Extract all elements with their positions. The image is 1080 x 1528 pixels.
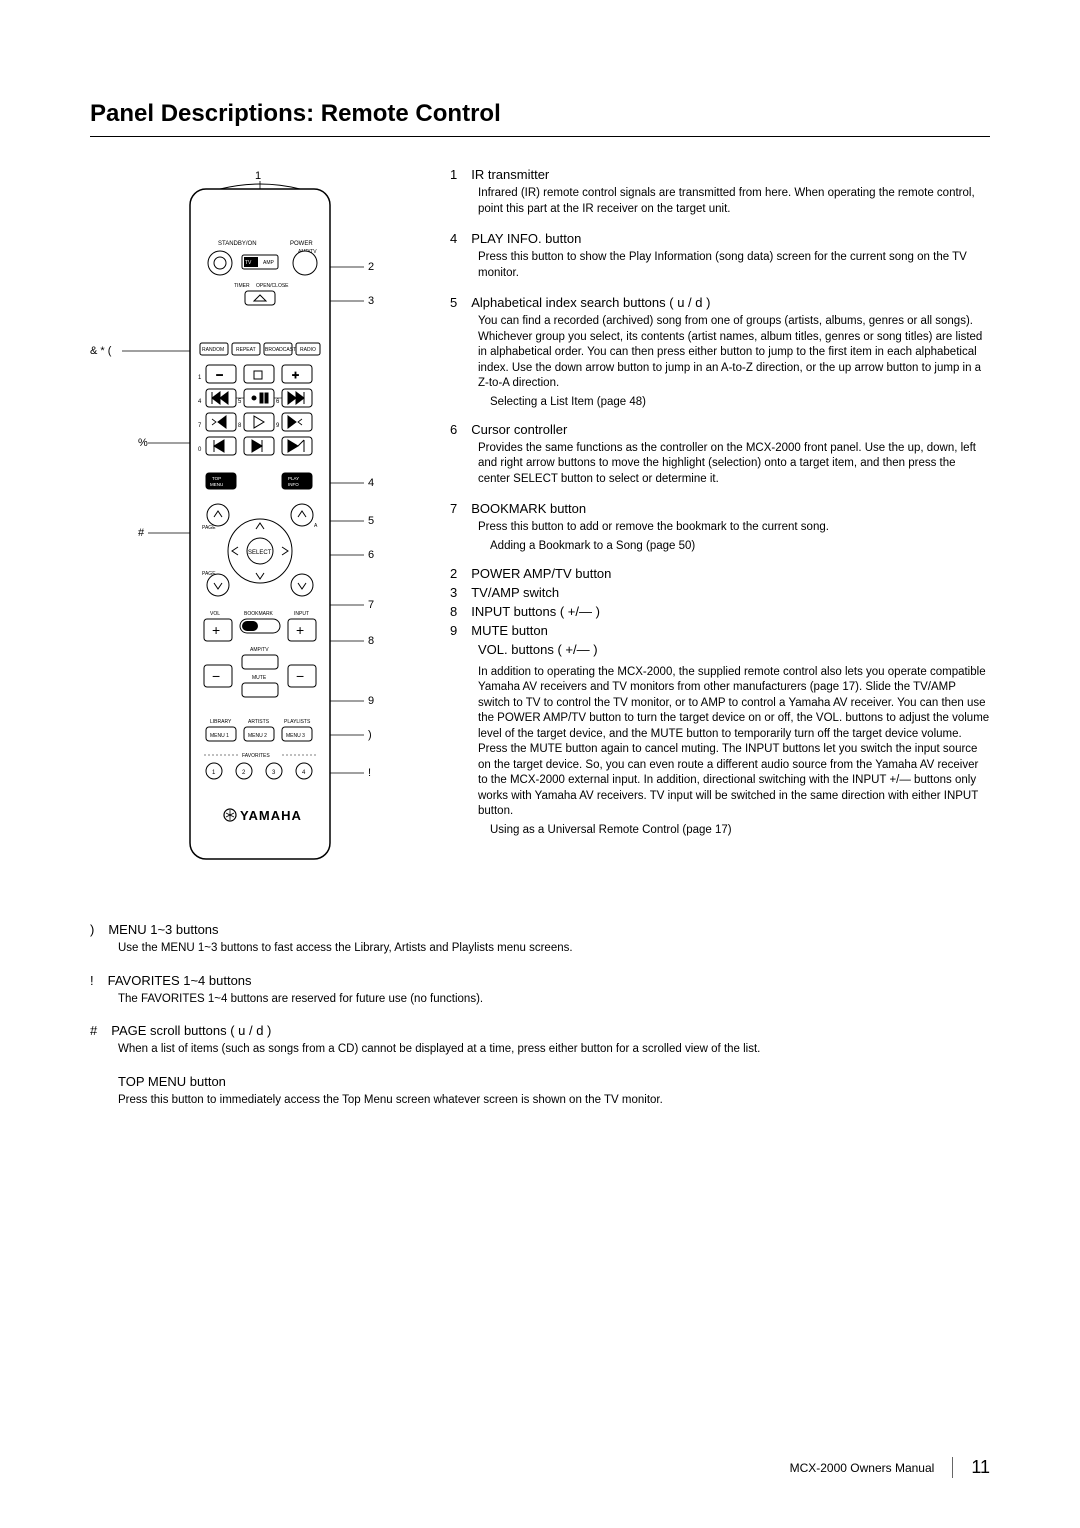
page-title: Panel Descriptions: Remote Control xyxy=(90,100,990,137)
lower-page: #PAGE scroll buttons ( u / d ) When a li… xyxy=(90,1023,990,1058)
svg-text:+: + xyxy=(296,622,304,638)
svg-text:BOOKMARK: BOOKMARK xyxy=(244,611,274,617)
callout-right-1: 3 xyxy=(368,295,374,307)
desc-5: 5Alphabetical index search buttons ( u /… xyxy=(450,295,990,408)
svg-text:MENU 2: MENU 2 xyxy=(248,733,267,739)
svg-text:+: + xyxy=(212,622,220,638)
svg-text:FAVORITES: FAVORITES xyxy=(242,753,270,759)
svg-text:TIMER: TIMER xyxy=(234,283,250,289)
svg-text:MENU 1: MENU 1 xyxy=(210,733,229,739)
callout-right-7: 9 xyxy=(368,695,374,707)
svg-text:MUTE: MUTE xyxy=(252,675,267,681)
page-number: 11 xyxy=(952,1457,990,1478)
svg-text:BROADCAST: BROADCAST xyxy=(265,347,296,353)
svg-text:+: + xyxy=(292,368,299,382)
svg-text:TV: TV xyxy=(245,260,252,266)
callout-left-0: & * ( xyxy=(90,345,111,357)
label-power: POWER xyxy=(290,241,313,247)
callout-right-5: 7 xyxy=(368,599,374,611)
svg-text:INPUT: INPUT xyxy=(294,611,309,617)
svg-text:−: − xyxy=(216,368,223,382)
svg-text:RANDOM: RANDOM xyxy=(202,347,224,353)
main-content: 1 & * ( % # 2 3 4 5 6 7 8 9 ) ! xyxy=(90,167,990,892)
svg-text:−: − xyxy=(212,668,220,684)
callout-right-3: 5 xyxy=(368,515,374,527)
descriptions-column: 1IR transmitter Infrared (IR) remote con… xyxy=(450,167,990,892)
callout-top: 1 xyxy=(255,170,261,182)
lower-topmenu: TOP MENU button Press this button to imm… xyxy=(90,1074,990,1109)
svg-text:PLAYLISTS: PLAYLISTS xyxy=(284,719,311,725)
lower-descriptions: )MENU 1~3 buttons Use the MENU 1~3 butto… xyxy=(90,922,990,1108)
svg-text:YAMAHA: YAMAHA xyxy=(240,808,302,823)
svg-text:TOP: TOP xyxy=(212,476,221,481)
svg-text:OPEN/CLOSE: OPEN/CLOSE xyxy=(256,283,289,289)
callout-left-2: # xyxy=(138,527,144,539)
callout-right-6: 8 xyxy=(368,635,374,647)
svg-text:MENU 3: MENU 3 xyxy=(286,733,305,739)
lower-menu: )MENU 1~3 buttons Use the MENU 1~3 butto… xyxy=(90,922,990,957)
svg-text:RADIO: RADIO xyxy=(300,347,316,353)
svg-text:ARTISTS: ARTISTS xyxy=(248,719,270,725)
lower-favorites: !FAVORITES 1~4 buttons The FAVORITES 1~4… xyxy=(90,973,990,1008)
svg-text:−: − xyxy=(296,668,304,684)
svg-text:INFO: INFO xyxy=(288,482,299,487)
desc-group: 2POWER AMP/TV button 3TV/AMP switch 8INP… xyxy=(450,566,990,836)
callout-right-8: ) xyxy=(368,729,372,741)
svg-text:REPEAT: REPEAT xyxy=(236,347,256,353)
footer-text: MCX-2000 Owners Manual xyxy=(790,1461,935,1475)
callout-right-9: ! xyxy=(368,767,371,779)
svg-text:LIBRARY: LIBRARY xyxy=(210,719,232,725)
callout-right-2: 4 xyxy=(368,477,374,489)
desc-4: 4PLAY INFO. button Press this button to … xyxy=(450,231,990,281)
callout-right-0: 2 xyxy=(368,261,374,273)
svg-text:VOL: VOL xyxy=(210,611,220,617)
svg-text:PAGE: PAGE xyxy=(202,571,216,577)
svg-text:MENU: MENU xyxy=(210,482,223,487)
desc-6: 6Cursor controller Provides the same fun… xyxy=(450,422,990,488)
svg-text:PLAY: PLAY xyxy=(288,476,299,481)
svg-text:AMP/TV: AMP/TV xyxy=(250,647,269,653)
svg-text:PAGE: PAGE xyxy=(202,525,216,531)
desc-1: 1IR transmitter Infrared (IR) remote con… xyxy=(450,167,990,217)
remote-diagram-column: 1 & * ( % # 2 3 4 5 6 7 8 9 ) ! xyxy=(90,167,410,892)
label-standby: STANDBY/ON xyxy=(218,241,257,247)
callout-right-4: 6 xyxy=(368,549,374,561)
svg-text:AMP: AMP xyxy=(263,260,275,266)
desc-7: 7BOOKMARK button Press this button to ad… xyxy=(450,501,990,552)
svg-text:SELECT: SELECT xyxy=(248,550,272,556)
page-footer: MCX-2000 Owners Manual 11 xyxy=(790,1457,990,1478)
callout-left-1: % xyxy=(138,437,148,449)
